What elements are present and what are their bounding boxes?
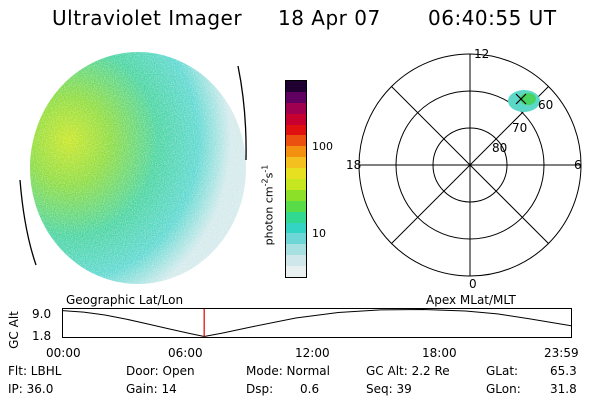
ip-info: IP: 36.0 bbox=[8, 382, 54, 396]
date-label: 18 Apr 07 bbox=[278, 6, 381, 30]
colorbar-segment bbox=[286, 80, 306, 92]
mlt-label-12: 12 bbox=[474, 48, 489, 61]
colorbar-segment bbox=[286, 146, 306, 158]
colorbar-segment bbox=[286, 233, 306, 245]
time-tick-2359: 23:59 bbox=[544, 346, 579, 360]
glon-value: 31.8 bbox=[550, 382, 577, 396]
time-label: 06:40:55 UT bbox=[428, 6, 557, 30]
colorbar-segment bbox=[286, 124, 306, 136]
lat-label-80: 80 bbox=[492, 141, 507, 155]
colorbar-segment bbox=[286, 157, 306, 169]
seq-info: Seq: 39 bbox=[366, 382, 412, 396]
colorbar-segment bbox=[286, 200, 306, 212]
uv-image bbox=[19, 52, 247, 284]
orbit-altitude-curve bbox=[62, 308, 572, 338]
mlt-label-0: 0 bbox=[469, 277, 477, 291]
glon-label: GLon: bbox=[486, 382, 521, 396]
glat-value: 65.3 bbox=[550, 364, 577, 378]
mlt-label-6: 6 bbox=[574, 158, 582, 172]
door-info: Door: Open bbox=[126, 364, 195, 378]
colorbar-segment bbox=[286, 178, 306, 190]
dsp-value: 0.6 bbox=[300, 382, 320, 396]
dsp-label: Dsp: bbox=[246, 382, 274, 396]
timeline-ymax: 9.0 bbox=[32, 307, 52, 321]
limb-arc-right bbox=[237, 65, 247, 161]
colorbar-segment bbox=[286, 113, 306, 125]
orbit-timeline bbox=[62, 308, 572, 338]
mode-info: Mode: Normal bbox=[246, 364, 330, 378]
colorbar-tick-10: 10 bbox=[312, 227, 326, 240]
filter-info: Flt: LBHL bbox=[8, 364, 62, 378]
colorbar-segment bbox=[286, 222, 306, 234]
colorbar-segment bbox=[286, 266, 306, 277]
time-tick-1200: 12:00 bbox=[295, 346, 330, 360]
colorbar-unit-label: photon cm-2s-1 bbox=[260, 164, 276, 246]
limb-arc-left bbox=[19, 179, 37, 266]
gain-info: Gain: 14 bbox=[126, 382, 177, 396]
lat-label-70: 70 bbox=[512, 121, 527, 135]
gc-alt-info: GC Alt: 2.2 Re bbox=[366, 364, 450, 378]
timeline-ymin: 1.8 bbox=[32, 329, 52, 343]
timeline-frame bbox=[62, 308, 572, 338]
colorbar-segment bbox=[286, 189, 306, 201]
mlt-label-18: 18 bbox=[346, 158, 361, 172]
polar-plot: 12 6 0 18 60 70 80 bbox=[346, 48, 582, 291]
apex-title: Apex MLat/MLT bbox=[426, 293, 516, 307]
colorbar-tick-100: 100 bbox=[312, 140, 333, 153]
color-bar bbox=[285, 80, 307, 278]
subsatellite-marker-icon bbox=[515, 93, 527, 105]
colorbar-segment bbox=[286, 91, 306, 103]
time-tick-1800: 18:00 bbox=[422, 346, 457, 360]
geographic-title: Geographic Lat/Lon bbox=[66, 293, 184, 307]
colorbar-segment bbox=[286, 244, 306, 256]
glat-label: GLat: bbox=[486, 364, 519, 378]
colorbar-segment bbox=[286, 255, 306, 267]
time-tick-0600: 06:00 bbox=[168, 346, 203, 360]
lat-label-60: 60 bbox=[538, 98, 553, 112]
time-tick-0000: 00:00 bbox=[46, 346, 81, 360]
instrument-title: Ultraviolet Imager bbox=[52, 6, 243, 30]
colorbar-segment bbox=[286, 211, 306, 223]
timeline-ylabel: GC Alt bbox=[7, 311, 21, 349]
colorbar-segment bbox=[286, 135, 306, 147]
colorbar-segment bbox=[286, 168, 306, 179]
colorbar-segment bbox=[286, 102, 306, 114]
